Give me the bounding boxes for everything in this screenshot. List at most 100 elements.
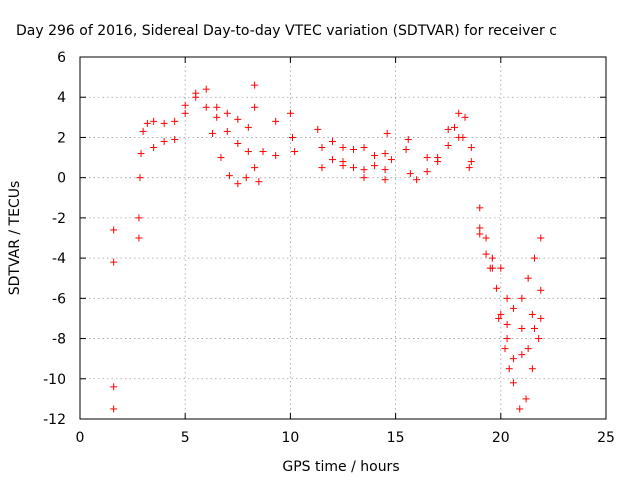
data-point (318, 144, 326, 151)
data-point (286, 109, 294, 117)
data-point (509, 355, 517, 363)
data-point (360, 144, 368, 151)
data-point (404, 135, 412, 143)
data-point (524, 274, 532, 282)
data-point (476, 224, 484, 232)
data-point (350, 164, 358, 172)
data-point (150, 144, 158, 151)
data-point (518, 325, 526, 332)
x-axis-label: GPS time / hours (282, 459, 399, 475)
data-point (289, 133, 297, 141)
data-point (291, 148, 299, 156)
data-point (444, 141, 452, 149)
data-point (381, 166, 389, 174)
chart-title: Day 296 of 2016, Sidereal Day-to-day VTE… (16, 23, 557, 39)
y-tick-label: 4 (57, 90, 66, 106)
data-point (402, 146, 410, 154)
data-point (244, 123, 252, 131)
plot-frame (79, 56, 607, 420)
data-point (509, 379, 517, 387)
data-point (535, 335, 543, 343)
y-tick-label: -4 (52, 251, 66, 267)
data-point (501, 345, 509, 353)
data-point (444, 125, 452, 133)
data-point (213, 103, 221, 111)
data-point (518, 294, 526, 302)
data-point (360, 174, 368, 182)
data-point (387, 156, 395, 164)
data-point (413, 176, 421, 184)
data-point (530, 254, 538, 262)
y-tick-label: 2 (57, 130, 66, 146)
data-point (217, 154, 225, 162)
x-tick-label: 10 (281, 430, 299, 446)
data-point (383, 129, 391, 137)
data-point (467, 158, 475, 166)
data-point (503, 320, 511, 328)
data-point (110, 383, 118, 391)
data-point (339, 158, 347, 166)
data-point (476, 230, 484, 238)
data-point (110, 258, 118, 266)
x-tick-label: 15 (387, 430, 405, 446)
data-point (223, 127, 231, 135)
data-point (244, 148, 252, 156)
data-point (537, 234, 545, 242)
x-tick-label: 0 (76, 430, 85, 446)
axis-ticks: 0 5 10 15 20 25 -12 -10 -8 -6 -4 -2 0 2 4 6 (43, 50, 615, 446)
data-point (434, 154, 442, 162)
data-point (537, 286, 545, 294)
x-tick-label: 5 (181, 430, 190, 446)
data-point (251, 164, 259, 172)
data-point (339, 144, 347, 151)
data-point (350, 146, 358, 154)
data-point (135, 234, 143, 242)
data-point (406, 170, 414, 178)
data-point (181, 109, 189, 117)
y-tick-label: -12 (43, 412, 66, 428)
data-point (192, 89, 200, 97)
data-point (488, 254, 496, 262)
data-point (139, 127, 147, 135)
data-point (136, 174, 144, 182)
y-tick-label: 6 (57, 50, 66, 66)
data-point (503, 294, 511, 302)
x-tick-label: 25 (597, 430, 615, 446)
data-point (160, 137, 168, 145)
data-point (272, 117, 280, 125)
data-point (360, 166, 368, 174)
data-point (202, 103, 210, 111)
data-point (455, 109, 463, 117)
data-point (251, 103, 259, 111)
data-point (486, 264, 494, 272)
data-point (259, 148, 267, 156)
data-point (482, 250, 490, 258)
data-point (110, 405, 118, 413)
data-point (143, 119, 151, 127)
data-point (524, 345, 532, 353)
data-point (381, 176, 389, 184)
data-point (482, 234, 490, 242)
data-point (110, 226, 118, 234)
data-point (476, 204, 484, 212)
data-point (251, 81, 259, 89)
data-point (493, 284, 501, 292)
data-point (522, 395, 530, 403)
data-point (272, 152, 280, 160)
data-point (423, 154, 431, 162)
data-point (528, 365, 536, 373)
data-point (314, 125, 322, 133)
data-point (465, 164, 473, 172)
data-point (150, 117, 158, 125)
x-tick-label: 20 (492, 430, 510, 446)
data-point (381, 150, 389, 158)
y-tick-label: -8 (52, 332, 66, 348)
data-point (202, 85, 210, 93)
data-point (213, 113, 221, 121)
data-point (135, 214, 143, 222)
data-point (518, 351, 526, 359)
data-point (497, 264, 505, 272)
data-point (223, 109, 231, 117)
y-tick-label: -6 (52, 291, 66, 307)
data-point (225, 172, 233, 180)
